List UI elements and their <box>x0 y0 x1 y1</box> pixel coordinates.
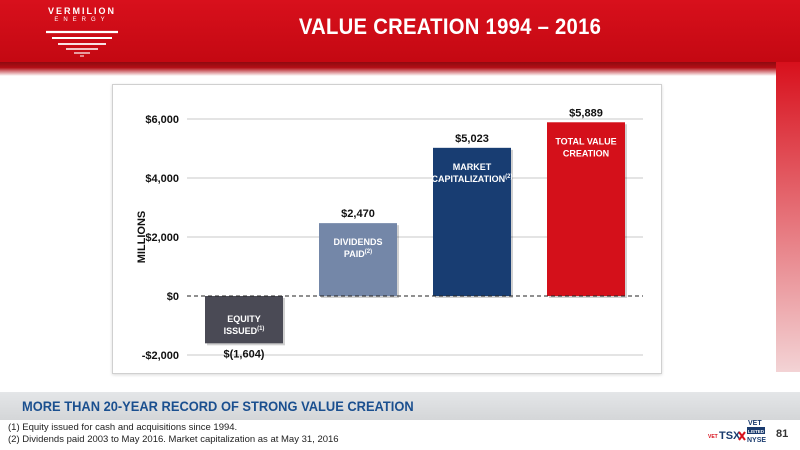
bar-chart: -$2,000 $0 $2,000 $4,000 $6,000 MILLIONS $(1,6… <box>136 107 643 362</box>
y-tick-label: $0 <box>167 291 179 303</box>
y-tick-label: $4,000 <box>145 173 179 185</box>
footnote-marker: (2) <box>505 174 512 180</box>
bar <box>433 147 511 296</box>
bar-inner-label: PAID(2) <box>344 249 372 259</box>
listing-top: VET <box>748 420 762 427</box>
bar-inner-label: MARKET <box>453 162 492 172</box>
brand-logo: VERMILION ENERGY <box>22 6 142 62</box>
y-tick-label: $6,000 <box>145 114 179 126</box>
subtitle-band <box>0 392 800 420</box>
subtitle-band-text: MORE THAN 20-YEAR RECORD OF STRONG VALUE… <box>22 398 414 414</box>
footnote-2: (2) Dividends paid 2003 to May 2016. Mar… <box>8 434 339 445</box>
bar-value-label: $5,023 <box>455 133 489 145</box>
footnote-marker: (2) <box>365 249 372 255</box>
page-number: 81 <box>776 428 789 440</box>
bar-inner-label: DIVIDENDS <box>333 237 382 247</box>
y-tick-label: $2,000 <box>145 232 179 244</box>
exchange-logo: VET TSX VET LISTED NYSE <box>708 416 768 446</box>
footnote-1: (1) Equity issued for cash and acquisiti… <box>8 422 238 433</box>
brand-subname: ENERGY <box>54 17 110 23</box>
exchange-name: TSX <box>719 430 741 442</box>
y-axis-label: MILLIONS <box>136 211 148 264</box>
y-tick-label: -$2,000 <box>142 350 179 362</box>
chart-frame: -$2,000 $0 $2,000 $4,000 $6,000 MILLIONS $(1,6… <box>112 84 662 374</box>
listing-bottom: NYSE <box>747 437 766 444</box>
exchange-mark-icon: VET TSX VET LISTED NYSE <box>708 420 766 444</box>
bar-value-label: $2,470 <box>341 208 375 220</box>
bar-value-label: $(1,604) <box>224 348 265 360</box>
bar-inner-label: TOTAL VALUE <box>555 136 616 146</box>
footnotes: (1) Equity issued for cash and acquisiti… <box>8 422 339 446</box>
header-bar <box>0 0 800 62</box>
bar <box>319 223 397 296</box>
page-title: VALUE CREATION 1994 – 2016 <box>298 14 602 39</box>
bar-inner-label: CREATION <box>563 148 609 158</box>
header-shadow <box>0 62 800 76</box>
bar <box>547 122 625 296</box>
right-accent-strip <box>776 62 800 372</box>
bar <box>205 296 283 344</box>
bar-value-label: $5,889 <box>569 107 603 119</box>
brand-name: VERMILION <box>47 6 116 16</box>
exchange-prefix: VET <box>708 434 718 440</box>
listing-box: LISTED <box>748 429 765 434</box>
logo-mark-icon <box>46 30 118 57</box>
bar-inner-label: CAPITALIZATION(2) <box>431 174 512 184</box>
bar-inner-label: EQUITY <box>227 314 261 324</box>
footnote-marker: (1) <box>257 326 264 332</box>
bar-inner-label: ISSUED(1) <box>224 326 265 336</box>
